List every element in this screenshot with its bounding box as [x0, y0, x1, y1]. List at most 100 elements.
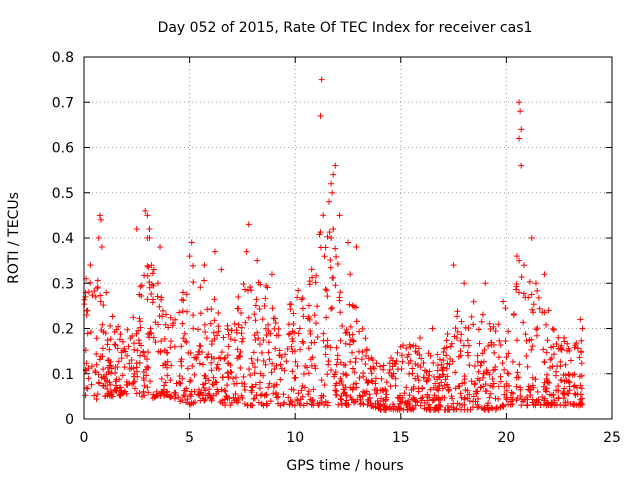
data-point: [251, 395, 258, 402]
data-point: [202, 380, 209, 387]
data-point: [270, 390, 277, 397]
data-point: [83, 307, 90, 314]
data-point: [121, 364, 128, 371]
data-point: [518, 126, 525, 133]
data-point: [158, 337, 165, 344]
data-point: [186, 378, 193, 385]
data-point: [238, 310, 245, 317]
data-point: [474, 375, 481, 382]
data-point: [444, 373, 451, 380]
data-point: [423, 369, 430, 376]
data-point: [273, 362, 280, 369]
data-point: [305, 313, 312, 320]
data-point: [271, 325, 278, 332]
data-point: [126, 380, 133, 387]
data-point: [512, 286, 519, 293]
data-point: [288, 386, 295, 393]
data-point: [546, 364, 553, 371]
x-tick-label: 5: [185, 430, 194, 446]
data-point: [245, 314, 252, 321]
data-point: [563, 377, 570, 384]
y-tick-label: 0.6: [52, 141, 74, 157]
data-point: [387, 405, 394, 412]
data-point: [555, 334, 562, 341]
data-point: [314, 334, 321, 341]
data-point: [548, 344, 555, 351]
data-point: [522, 331, 529, 338]
data-point: [289, 348, 296, 355]
data-point: [180, 297, 187, 304]
data-point: [379, 386, 386, 393]
data-point: [163, 311, 170, 318]
data-point: [532, 376, 539, 383]
data-point: [550, 391, 557, 398]
data-point: [83, 360, 90, 367]
data-point: [421, 374, 428, 381]
data-point: [337, 289, 344, 296]
data-point: [332, 245, 339, 252]
data-point: [313, 320, 320, 327]
data-point: [232, 374, 239, 381]
data-point: [154, 293, 161, 300]
data-point: [401, 390, 408, 397]
data-point: [314, 303, 321, 310]
data-point: [98, 244, 105, 251]
data-point: [176, 309, 183, 316]
data-point: [291, 402, 298, 409]
data-point: [211, 248, 218, 255]
data-point: [334, 260, 341, 267]
data-point: [487, 390, 494, 397]
data-point: [365, 398, 372, 405]
data-point: [99, 345, 106, 352]
data-point: [305, 370, 312, 377]
data-point: [150, 296, 157, 303]
data-point: [310, 386, 317, 393]
data-point: [321, 381, 328, 388]
data-point: [562, 372, 569, 379]
data-point: [251, 364, 258, 371]
data-point: [555, 383, 562, 390]
data-point: [341, 389, 348, 396]
data-point: [540, 397, 547, 404]
x-tick-label: 20: [497, 430, 515, 446]
data-point: [523, 337, 530, 344]
data-point: [328, 180, 335, 187]
data-point: [549, 325, 556, 332]
data-point: [190, 312, 197, 319]
data-point: [260, 402, 267, 409]
data-point: [82, 289, 89, 296]
data-point: [275, 332, 282, 339]
data-point: [378, 375, 385, 382]
data-point: [141, 272, 148, 279]
data-point: [571, 371, 578, 378]
data-point: [161, 335, 168, 342]
data-point: [541, 271, 548, 278]
data-point: [137, 283, 144, 290]
data-point: [295, 390, 302, 397]
data-point: [380, 366, 387, 373]
data-point: [260, 337, 267, 344]
data-point: [441, 345, 448, 352]
data-point: [545, 307, 552, 314]
data-point: [412, 348, 419, 355]
data-point: [436, 356, 443, 363]
data-point: [394, 349, 401, 356]
data-point: [267, 398, 274, 405]
data-point: [543, 375, 550, 382]
data-point: [508, 389, 515, 396]
data-point: [430, 384, 437, 391]
data-point: [256, 305, 263, 312]
data-point: [187, 391, 194, 398]
data-point: [171, 395, 178, 402]
data-point: [403, 345, 410, 352]
data-point: [255, 335, 262, 342]
data-point: [320, 212, 327, 219]
data-point: [368, 377, 375, 384]
data-point: [475, 326, 482, 333]
data-point: [534, 332, 541, 339]
data-point: [257, 281, 264, 288]
data-point: [550, 351, 557, 358]
data-point: [95, 379, 102, 386]
data-point: [304, 364, 311, 371]
data-point: [269, 360, 276, 367]
